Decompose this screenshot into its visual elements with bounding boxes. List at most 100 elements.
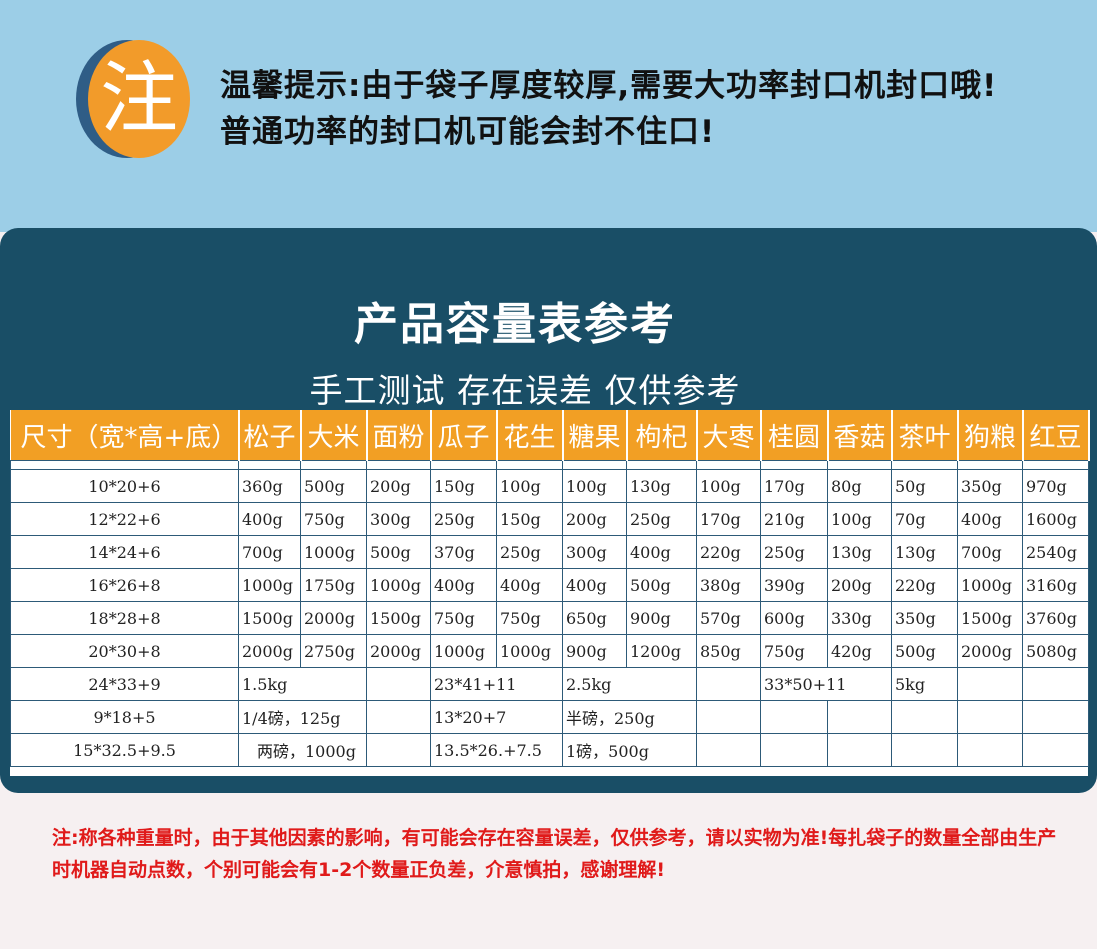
tip-line-1: 温馨提示:由于袋子厚度较厚,需要大功率封口机封口哦! (220, 68, 998, 104)
table-cell: 23*41+11 (430, 667, 563, 701)
header-peanuts: 花生 (496, 410, 564, 461)
table-cell: 半磅，250g (562, 700, 697, 734)
table-header-row: 尺寸（宽*高+底） 松子 大米 面粉 瓜子 花生 糖果 枸杞 大枣 桂圆 香菇 … (10, 410, 1090, 461)
table-cell: 400g (626, 535, 697, 569)
capacity-table: 尺寸（宽*高+底） 松子 大米 面粉 瓜子 花生 糖果 枸杞 大枣 桂圆 香菇 … (10, 410, 1090, 767)
header-seeds: 瓜子 (430, 410, 498, 461)
header-flour: 面粉 (366, 410, 432, 461)
table-cell (696, 733, 761, 767)
header-mushroom: 香菇 (827, 410, 893, 461)
table-cell: 210g (760, 502, 828, 536)
table-cell: 100g (496, 469, 563, 503)
header-pine-nuts: 松子 (238, 410, 302, 461)
table-cell (366, 700, 431, 734)
table-cell: 650g (562, 601, 627, 635)
table-cell: 130g (626, 469, 697, 503)
table-cell: 200g (827, 568, 892, 602)
table-cell: 130g (827, 535, 892, 569)
table-cell: 420g (827, 634, 892, 668)
table-cell: 5kg (891, 667, 958, 701)
table-cell: 500g (626, 568, 697, 602)
table-cell: 1200g (626, 634, 697, 668)
table-cell: 1/4磅，125g (238, 700, 367, 734)
table-cell (891, 733, 958, 767)
capacity-table-wrap: 尺寸（宽*高+底） 松子 大米 面粉 瓜子 花生 糖果 枸杞 大枣 桂圆 香菇 … (10, 410, 1090, 776)
table-cell: 250g (626, 502, 697, 536)
table-cell: 300g (366, 502, 431, 536)
table-cell: 350g (891, 601, 958, 635)
table-cell: 3760g (1022, 601, 1089, 635)
header-red-beans: 红豆 (1022, 410, 1090, 461)
header-dog-food: 狗粮 (957, 410, 1024, 461)
table-cell: 500g (300, 469, 367, 503)
table-cell: 80g (827, 469, 892, 503)
table-cell: 970g (1022, 469, 1089, 503)
table-cell: 1000g (430, 634, 497, 668)
table-cell: 360g (238, 469, 301, 503)
table-cell: 170g (760, 469, 828, 503)
table-cell: 700g (238, 535, 301, 569)
table-cell (366, 733, 431, 767)
table-cell: 13.5*26.+7.5 (430, 733, 563, 767)
table-cell: 1000g (300, 535, 367, 569)
table-cell: 220g (696, 535, 761, 569)
table-cell: 500g (366, 535, 431, 569)
table-cell: 170g (696, 502, 761, 536)
table-cell: 500g (891, 634, 958, 668)
table-cell (760, 733, 828, 767)
table-row: 18*28+8 1500g 2000g 1500g 750g 750g 650g… (10, 601, 1089, 635)
table-cell: 2.5kg (562, 667, 697, 701)
table-cell: 370g (430, 535, 497, 569)
table-cell: 14*24+6 (10, 535, 239, 569)
table-cell: 300g (562, 535, 627, 569)
table-row: 12*22+6 400g 750g 300g 250g 150g 200g 25… (10, 502, 1089, 536)
table-cell: 700g (957, 535, 1023, 569)
table-cell: 1750g (300, 568, 367, 602)
header-candy: 糖果 (562, 410, 628, 461)
table-cell: 2000g (300, 601, 367, 635)
table-cell: 3160g (1022, 568, 1089, 602)
table-cell: 750g (760, 634, 828, 668)
table-cell: 850g (696, 634, 761, 668)
note-badge: 注 (88, 40, 190, 158)
table-cell (957, 733, 1023, 767)
table-cell: 750g (430, 601, 497, 635)
table-cell (1022, 667, 1089, 701)
table-cell: 1500g (366, 601, 431, 635)
table-cell: 350g (957, 469, 1023, 503)
table-cell (957, 700, 1023, 734)
table-cell (957, 667, 1023, 701)
table-row-pound: 15*32.5+9.5 两磅，1000g 13.5*26.+7.5 1磅，500… (10, 733, 1089, 767)
table-cell: 1000g (238, 568, 301, 602)
header-size: 尺寸（宽*高+底） (10, 410, 240, 461)
table-row: 14*24+6 700g 1000g 500g 370g 250g 300g 4… (10, 535, 1089, 569)
table-cell: 390g (760, 568, 828, 602)
table-cell: 33*50+11 (760, 667, 892, 701)
table-gap-row (10, 460, 1089, 470)
footer-note: 注:称各种重量时，由于其他因素的影响，有可能会存在容量误差，仅供参考，请以实物为… (52, 827, 1057, 881)
table-cell: 400g (430, 568, 497, 602)
table-cell: 5080g (1022, 634, 1089, 668)
table-cell: 1600g (1022, 502, 1089, 536)
table-cell: 750g (300, 502, 367, 536)
table-cell: 13*20+7 (430, 700, 563, 734)
table-cell: 150g (496, 502, 563, 536)
table-cell: 10*20+6 (10, 469, 239, 503)
table-cell: 570g (696, 601, 761, 635)
table-cell: 2540g (1022, 535, 1089, 569)
table-cell (366, 667, 431, 701)
table-cell: 1.5kg (238, 667, 367, 701)
table-cell: 2000g (957, 634, 1023, 668)
table-cell: 2000g (366, 634, 431, 668)
table-cell: 两磅，1000g (238, 733, 367, 767)
table-cell (891, 700, 958, 734)
header-longan: 桂圆 (760, 410, 829, 461)
table-row: 10*20+6 360g 500g 200g 150g 100g 100g 13… (10, 469, 1089, 503)
table-cell (760, 700, 828, 734)
table-cell: 400g (238, 502, 301, 536)
table-cell: 16*26+8 (10, 568, 239, 602)
table-cell: 220g (891, 568, 958, 602)
table-cell: 2750g (300, 634, 367, 668)
table-cell: 750g (496, 601, 563, 635)
table-cell: 900g (562, 634, 627, 668)
